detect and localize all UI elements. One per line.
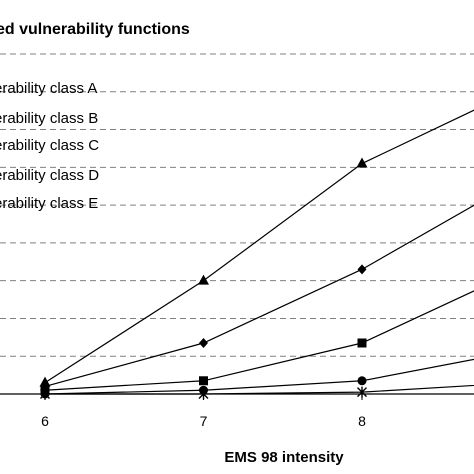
chart-title: ed vulnerability functions <box>0 21 190 38</box>
series-line <box>44 290 474 391</box>
gridlines <box>0 53 474 357</box>
data-point-circle <box>357 376 367 386</box>
series-line <box>44 109 474 384</box>
series-circle <box>40 358 474 399</box>
data-point-triangle <box>356 157 368 168</box>
x-axis-label: EMS 98 intensity <box>224 449 344 466</box>
legend: erability class A erability class B erabil… <box>0 80 99 212</box>
data-point-star <box>357 386 367 398</box>
x-tick-label: 7 <box>200 413 208 429</box>
legend-entry: erability class D <box>0 167 99 184</box>
series-triangle <box>39 109 474 387</box>
data-point-diamond <box>199 338 208 348</box>
series-line <box>44 358 474 395</box>
x-tick-label: 8 <box>358 413 366 429</box>
data-point-square <box>199 376 208 386</box>
legend-entry: erability class E <box>0 195 98 212</box>
x-tick-label: 6 <box>41 413 49 429</box>
data-point-star <box>198 388 209 400</box>
series-square <box>40 290 474 395</box>
legend-entry: erability class B <box>0 110 98 127</box>
legend-entry: erability class A <box>0 80 97 97</box>
legend-entry: erability class C <box>0 137 99 154</box>
series-line <box>44 204 474 388</box>
series-diamond <box>40 204 474 392</box>
series-line <box>45 384 474 395</box>
series-star <box>40 384 474 400</box>
series-lines <box>39 109 474 400</box>
data-point-triangle <box>198 274 209 285</box>
data-point-star <box>40 388 50 400</box>
data-point-diamond <box>357 264 367 275</box>
data-point-square <box>357 338 367 348</box>
